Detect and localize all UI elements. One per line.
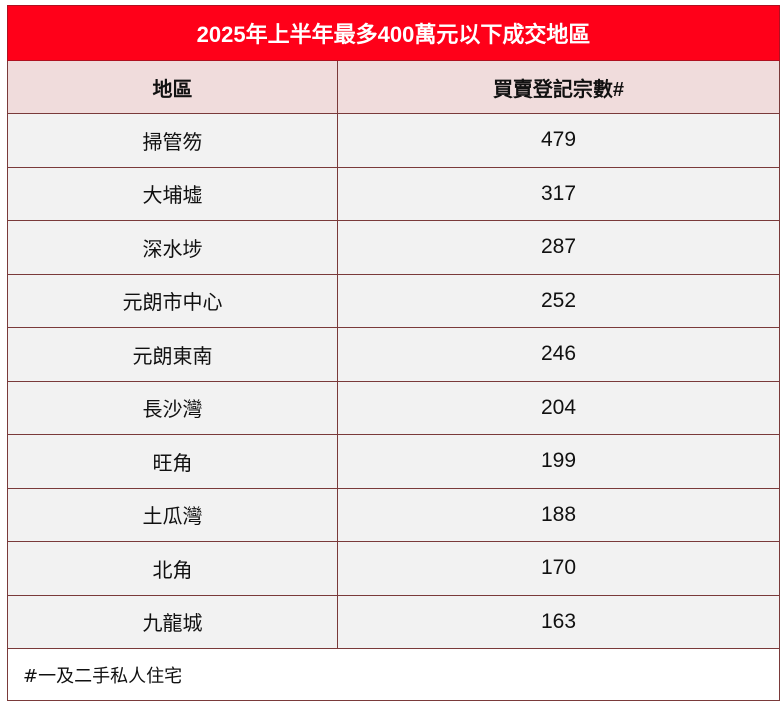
district-cell: 深水埗	[7, 220, 338, 275]
column-header-district: 地區	[7, 60, 338, 114]
district-cell: 元朗市中心	[7, 273, 338, 328]
table-row: 大埔墟 317	[7, 166, 780, 221]
count-cell: 199	[337, 434, 780, 489]
header-row: 地區 買賣登記宗數#	[7, 60, 780, 114]
table-row: 深水埗 287	[7, 220, 780, 275]
table-row: 元朗市中心 252	[7, 273, 780, 328]
table-row: 北角 170	[7, 541, 780, 596]
table-row: 土瓜灣 188	[7, 487, 780, 542]
count-cell: 204	[337, 380, 780, 435]
district-cell: 大埔墟	[7, 166, 338, 221]
table-row: 長沙灣 204	[7, 380, 780, 435]
count-cell: 163	[337, 594, 780, 649]
table-row: 元朗東南 246	[7, 327, 780, 382]
footnote-row: #一及二手私人住宅	[7, 648, 780, 701]
transactions-table: 2025年上半年最多400萬元以下成交地區 地區 買賣登記宗數# 掃管笏 479…	[7, 5, 780, 701]
district-cell: 九龍城	[7, 594, 338, 649]
count-cell: 246	[337, 327, 780, 382]
count-cell: 188	[337, 487, 780, 542]
footnote: #一及二手私人住宅	[7, 648, 780, 701]
district-cell: 掃管笏	[7, 113, 338, 168]
table-row: 旺角 199	[7, 434, 780, 489]
count-cell: 479	[337, 113, 780, 168]
table-title: 2025年上半年最多400萬元以下成交地區	[7, 5, 780, 61]
table-container: 2025年上半年最多400萬元以下成交地區 地區 買賣登記宗數# 掃管笏 479…	[7, 5, 780, 701]
table-row: 掃管笏 479	[7, 113, 780, 168]
count-cell: 317	[337, 166, 780, 221]
table-row: 九龍城 163	[7, 594, 780, 649]
district-cell: 長沙灣	[7, 380, 338, 435]
column-header-count: 買賣登記宗數#	[337, 60, 780, 114]
count-cell: 287	[337, 220, 780, 275]
district-cell: 元朗東南	[7, 327, 338, 382]
count-cell: 170	[337, 541, 780, 596]
district-cell: 北角	[7, 541, 338, 596]
title-row: 2025年上半年最多400萬元以下成交地區	[7, 5, 780, 61]
district-cell: 土瓜灣	[7, 487, 338, 542]
district-cell: 旺角	[7, 434, 338, 489]
count-cell: 252	[337, 273, 780, 328]
